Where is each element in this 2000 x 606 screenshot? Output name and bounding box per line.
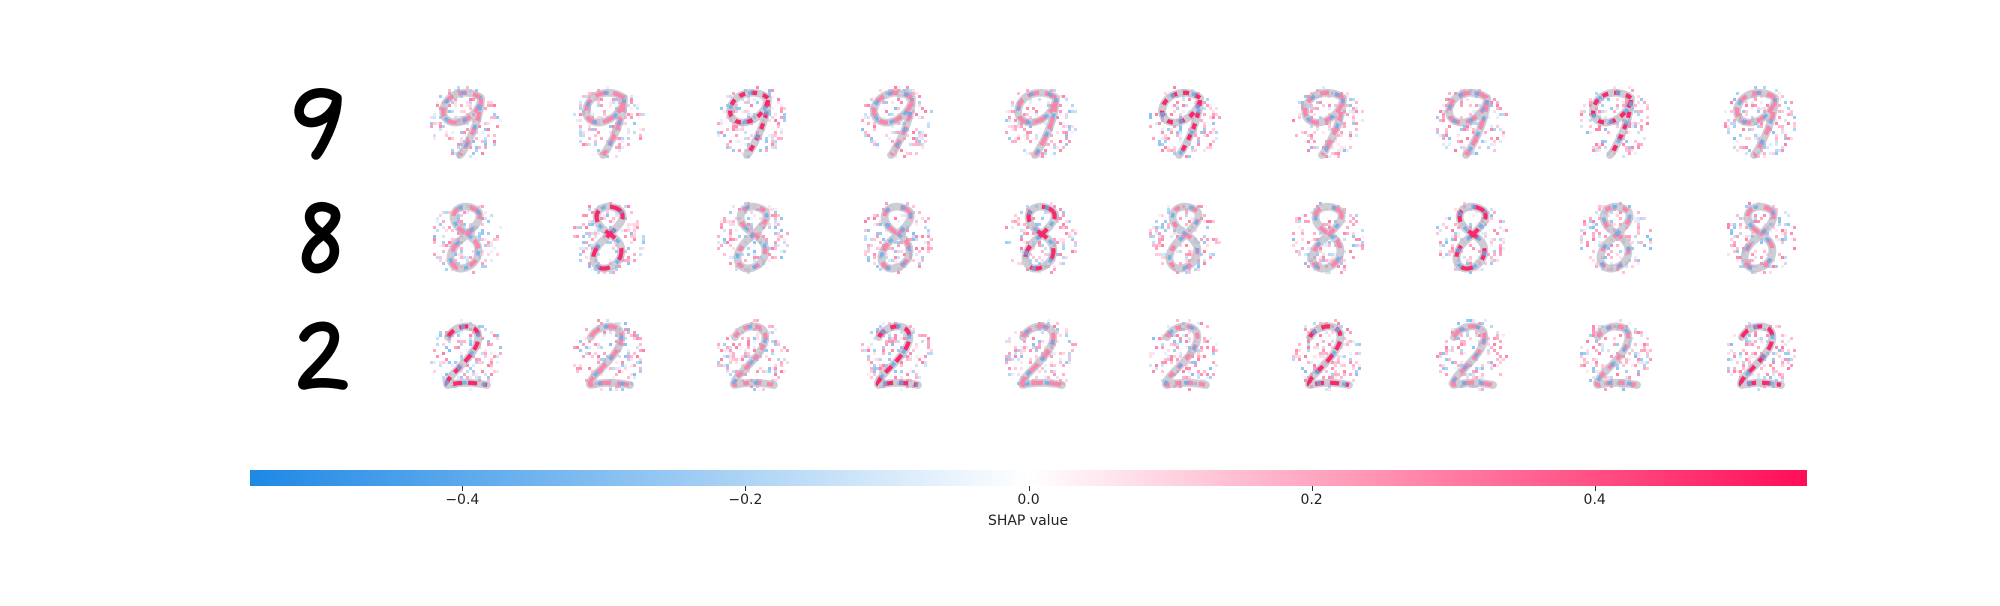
shap-explanation-2-class-0 [430, 319, 502, 391]
shap-explanation-2-class-6 [1292, 319, 1361, 391]
colorbar-tick-mark [1594, 486, 1596, 491]
colorbar-tick-mark [745, 486, 747, 491]
shap-explanation-2-class-7 [1436, 319, 1508, 391]
colorbar-tick-label: 0.2 [1300, 492, 1323, 508]
shap-explanation-2-class-3 [861, 322, 933, 391]
shap-explanation-8-class-9 [1727, 202, 1796, 274]
shap-explanation-9-class-8 [1580, 86, 1649, 159]
shap-explanation-2-class-2 [717, 319, 789, 391]
original-digit-9 [294, 87, 342, 160]
original-digit-2 [298, 321, 348, 390]
colorbar-tick-mark [462, 486, 464, 491]
shap-explanation-2-class-5 [1149, 319, 1218, 391]
colorbar-tick-label: −0.2 [728, 492, 763, 508]
colorbar-tick-label: 0.4 [1583, 492, 1606, 508]
shap-explanation-9-class-2 [717, 86, 786, 159]
shap-explanation-9-class-9 [1724, 86, 1796, 159]
shap-explanation-9-class-7 [1436, 88, 1508, 159]
shap-explanation-8-class-4 [1005, 202, 1077, 274]
shap-explanation-2-class-1 [573, 319, 645, 391]
shap-explanation-9-class-6 [1292, 86, 1364, 159]
shap-explanation-2-class-9 [1727, 322, 1796, 391]
shap-explanation-9-class-4 [1005, 88, 1077, 159]
original-digit-8 [301, 201, 341, 274]
shap-explanation-8-class-5 [1149, 202, 1221, 274]
shap-explanation-9-class-5 [1149, 86, 1221, 159]
shap-explanation-8-class-8 [1580, 202, 1652, 274]
shap-explanation-9-class-1 [573, 86, 645, 159]
shap-explanation-9-class-0 [430, 86, 502, 159]
colorbar-label: SHAP value [987, 513, 1069, 529]
shap-explanation-8-class-6 [1292, 202, 1364, 274]
colorbar-tick-mark [1028, 486, 1030, 491]
shap-explanation-2-class-8 [1580, 319, 1652, 391]
colorbar-tick-label: 0.0 [1017, 492, 1040, 508]
shap-explanation-9-class-3 [861, 86, 933, 159]
shap-explanation-2-class-4 [1005, 319, 1077, 389]
shap-explanation-8-class-3 [864, 202, 933, 274]
shap-explanation-8-class-0 [433, 202, 502, 274]
colorbar-tick-mark [1311, 486, 1313, 491]
colorbar-gradient [250, 470, 1807, 486]
shap-explanation-8-class-1 [573, 202, 645, 274]
shap-explanation-8-class-7 [1436, 202, 1508, 274]
colorbar-tick-label: −0.4 [445, 492, 480, 508]
shap-explanation-8-class-2 [717, 202, 789, 274]
